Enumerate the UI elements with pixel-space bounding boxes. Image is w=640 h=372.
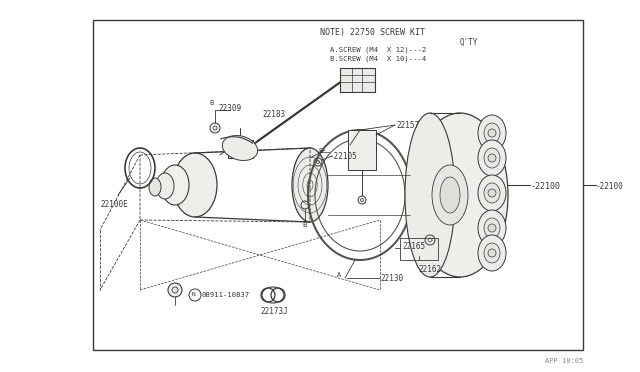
Text: -22100: -22100: [596, 182, 624, 191]
Circle shape: [301, 201, 309, 209]
Text: NOTE) 22750 SCREW KIT: NOTE) 22750 SCREW KIT: [320, 28, 425, 37]
Ellipse shape: [478, 175, 506, 211]
Circle shape: [360, 199, 364, 202]
Circle shape: [488, 129, 496, 137]
Circle shape: [428, 238, 432, 242]
Circle shape: [358, 196, 366, 204]
Text: A: A: [337, 272, 341, 278]
Bar: [93, 20, 583, 350]
Ellipse shape: [440, 177, 460, 213]
Ellipse shape: [478, 210, 506, 246]
Ellipse shape: [432, 165, 468, 225]
Text: B.SCREW (M4  X 10)---4: B.SCREW (M4 X 10)---4: [330, 55, 426, 61]
Ellipse shape: [412, 113, 508, 277]
Ellipse shape: [149, 178, 161, 196]
Text: APP 10:05: APP 10:05: [545, 358, 583, 364]
Text: 22173J: 22173J: [260, 307, 288, 316]
Text: -22100: -22100: [531, 182, 561, 191]
Bar: [340, 68, 375, 92]
Bar: [348, 130, 376, 170]
Text: 22162: 22162: [418, 265, 441, 274]
Circle shape: [488, 224, 496, 232]
Bar: [228, 140, 240, 158]
Circle shape: [168, 283, 182, 297]
Ellipse shape: [484, 243, 500, 263]
Text: B: B: [302, 222, 307, 228]
Ellipse shape: [292, 148, 328, 222]
Ellipse shape: [478, 235, 506, 271]
Text: 22157: 22157: [396, 121, 419, 130]
Text: 22183: 22183: [262, 110, 285, 119]
Circle shape: [425, 235, 435, 245]
Circle shape: [314, 158, 322, 166]
Text: N: N: [192, 292, 196, 297]
Text: -22105: -22105: [330, 152, 358, 161]
Text: B: B: [318, 148, 323, 154]
Circle shape: [317, 160, 319, 164]
Text: B: B: [209, 100, 213, 106]
Bar: [228, 140, 253, 158]
Ellipse shape: [156, 173, 174, 199]
Text: Q'TY: Q'TY: [460, 38, 479, 47]
Ellipse shape: [161, 165, 189, 205]
Circle shape: [488, 154, 496, 162]
Text: 22165: 22165: [402, 242, 425, 251]
Circle shape: [210, 123, 220, 133]
Ellipse shape: [478, 140, 506, 176]
Circle shape: [213, 126, 217, 130]
Text: 08911-10837: 08911-10837: [202, 292, 250, 298]
Circle shape: [488, 249, 496, 257]
Ellipse shape: [484, 148, 500, 168]
Bar: [400, 238, 438, 260]
Ellipse shape: [484, 123, 500, 143]
Text: 22100E: 22100E: [100, 200, 128, 209]
Ellipse shape: [484, 183, 500, 203]
Text: 22130: 22130: [380, 274, 403, 283]
Text: A.SCREW (M4  X 12)---2: A.SCREW (M4 X 12)---2: [330, 46, 426, 52]
Text: 22309: 22309: [218, 104, 241, 113]
Circle shape: [488, 189, 496, 197]
Ellipse shape: [478, 115, 506, 151]
Ellipse shape: [173, 153, 217, 217]
Circle shape: [172, 287, 178, 293]
Ellipse shape: [222, 135, 258, 160]
Ellipse shape: [484, 218, 500, 238]
Ellipse shape: [405, 113, 455, 277]
